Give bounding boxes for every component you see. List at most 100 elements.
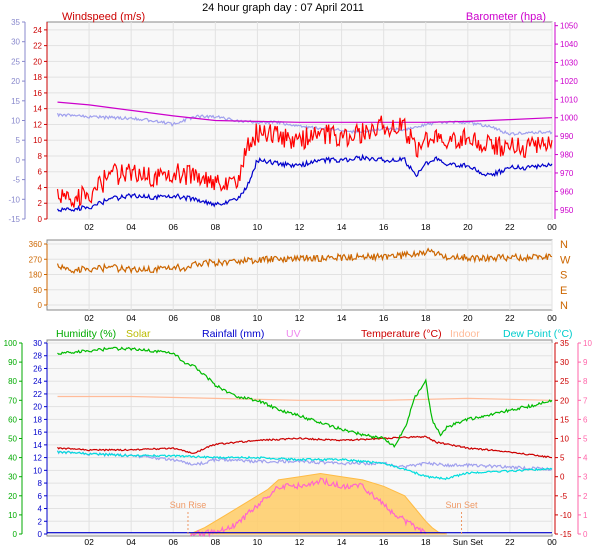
p2-x-tick-label: 16 [379, 313, 389, 323]
rainfall-axis-tick-label: 0 [38, 530, 43, 539]
compass-label: S [560, 270, 567, 282]
legend-item: Temperature (°C) [361, 328, 442, 340]
rainfall-axis-tick-label: 16 [33, 428, 42, 437]
legend-item: Humidity (%) [56, 328, 116, 340]
wind-direction-axis-tick-label: 90 [33, 286, 42, 295]
p2-x-tick-label: 14 [337, 313, 347, 323]
humidity-axis-tick-label: 0 [13, 530, 18, 539]
p3-x-tick-label: 06 [169, 537, 179, 547]
windspeed-line [56, 115, 553, 208]
humidity-axis-tick-label: 30 [8, 473, 17, 482]
windspeed-axis-tick-label: 22 [33, 42, 42, 51]
barometer-axis-tick-label: 980 [560, 151, 574, 160]
outer-temp-axis-tick-label: 15 [11, 97, 20, 106]
dew-point-line [56, 450, 553, 481]
temperature-axis-tick-label: -15 [560, 530, 572, 539]
temperature-axis-tick-label: 30 [560, 358, 569, 367]
rainfall-axis-tick-label: 8 [38, 479, 43, 488]
uv-axis-tick-label: 4 [583, 454, 588, 463]
sun-marker-label: Sun Set [446, 500, 479, 510]
uv-axis-tick-label: 7 [583, 396, 588, 405]
rainfall-axis-tick-label: 4 [38, 505, 43, 514]
windspeed-axis-tick-label: 12 [33, 120, 42, 129]
rainfall-axis-tick-label: 26 [33, 364, 42, 373]
p2-x-tick-label: 10 [253, 313, 263, 323]
wind-direction-line [56, 247, 553, 275]
barometer-axis-tick-label: 970 [560, 169, 574, 178]
barometer-line [57, 101, 553, 123]
barometer-axis-tick-label: 960 [560, 187, 574, 196]
uv-axis-tick-label: 2 [583, 492, 588, 501]
p1-x-tick-label: 02 [84, 222, 94, 232]
outer-temp-axis-tick-label: 20 [11, 77, 20, 86]
temperature-axis-tick-label: 25 [560, 377, 569, 386]
windspeed-axis-tick-label: 6 [38, 168, 43, 177]
wind-direction-axis-tick-label: 180 [29, 271, 43, 280]
compass-label: N [560, 300, 568, 312]
outer-temp-axis-tick-label: 10 [11, 117, 20, 126]
wind-direction-axis-tick-label: 270 [29, 255, 43, 264]
p2-x-tick-label: 20 [463, 313, 473, 323]
uv-axis-tick-label: 9 [583, 358, 588, 367]
outer-temp-axis-tick-label: -5 [13, 176, 21, 185]
barometer-axis-tick-label: 1040 [560, 40, 578, 49]
graph-title: 24 hour graph day : 07 April 2011 [202, 2, 364, 14]
wind-baro-series [56, 101, 553, 213]
p3-x-tick-label: 10 [253, 537, 263, 547]
windspeed-axis-tick-label: 10 [33, 136, 42, 145]
rainfall-axis-tick-label: 10 [33, 466, 42, 475]
rainfall-axis-tick-label: 30 [33, 339, 42, 348]
barometer-axis-tick-label: 1030 [560, 59, 578, 68]
humidity-axis-tick-label: 90 [8, 358, 17, 367]
rainfall-axis-tick-label: 12 [33, 454, 42, 463]
outer-temp-axis-tick-label: 5 [16, 136, 21, 145]
outer-temp-axis-tick-label: 35 [11, 18, 20, 27]
p3-x-tick-label: 00 [547, 537, 557, 547]
indoor-line [57, 395, 553, 401]
rainfall-axis-tick-label: 18 [33, 415, 42, 424]
temperature-line [57, 435, 553, 459]
uv-axis-tick-label: 6 [583, 415, 588, 424]
p3-x-tick-label: Sun Set [453, 537, 484, 547]
p3-x-tick-label: 12 [295, 537, 305, 547]
barometer-axis-tick-label: 1050 [560, 22, 578, 31]
temperature-axis-tick-label: -10 [560, 511, 572, 520]
windspeed-axis-tick-label: 14 [33, 105, 42, 114]
uv-axis-tick-label: 0 [583, 530, 588, 539]
windspeed-axis-tick-label: 0 [38, 215, 43, 224]
p1-x-tick-label: 18 [421, 222, 431, 232]
p2-x-tick-label: 00 [547, 313, 557, 323]
windspeed-axis-tick-label: 8 [38, 152, 43, 161]
legend-item: Rainfall (mm) [202, 328, 264, 340]
p2-x-tick-label: 06 [169, 313, 179, 323]
p3-x-tick-label: 04 [126, 537, 136, 547]
compass-label: E [560, 285, 567, 297]
p1-x-tick-label: 12 [295, 222, 305, 232]
barometer-axis-tick-label: 1000 [560, 114, 578, 123]
outer-temp-axis-tick-label: -10 [8, 195, 20, 204]
temperature-axis-tick-label: 15 [560, 415, 569, 424]
rainfall-axis-tick-label: 6 [38, 492, 43, 501]
p1-x-tick-label: 06 [169, 222, 179, 232]
p2-x-tick-label: 02 [84, 313, 94, 323]
windspeed-axis-tick-label: 18 [33, 73, 42, 82]
compass-label: N [560, 239, 568, 251]
outer-temp-axis-tick-label: -15 [8, 215, 20, 224]
wind-baro-grid [47, 22, 553, 220]
barometer-axis-label: Barometer (hpa) [466, 11, 546, 23]
humidity-axis-tick-label: 10 [8, 511, 17, 520]
humidity-axis-tick-label: 80 [8, 377, 17, 386]
wind-direction-axis-tick-label: 0 [38, 301, 43, 310]
p2-x-tick-label: 04 [126, 313, 136, 323]
uv-axis-tick-label: 8 [583, 377, 588, 386]
barometer-axis-tick-label: 950 [560, 206, 574, 215]
temperature-axis-tick-label: 0 [560, 473, 565, 482]
p1-x-tick-label: 00 [547, 222, 557, 232]
solar-area [189, 472, 447, 535]
wind-direction-axis-tick-label: 360 [29, 240, 43, 249]
sun-marker-label: Sun Rise [170, 500, 207, 510]
temperature-axis-tick-label: 20 [560, 396, 569, 405]
p1-x-tick-label: 16 [379, 222, 389, 232]
p1-x-tick-label: 04 [126, 222, 136, 232]
